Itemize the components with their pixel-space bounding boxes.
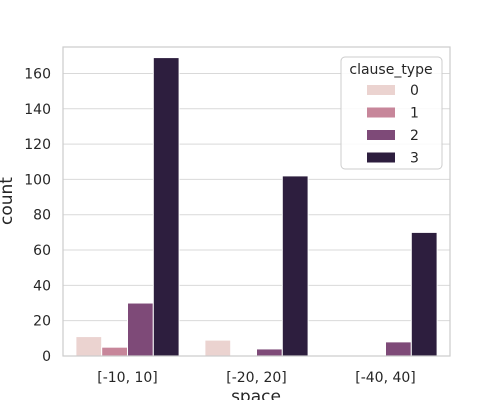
bar-series-3-category-1 (281, 175, 309, 357)
bar-series-2-category-2 (385, 341, 412, 357)
legend-title: clause_type (349, 62, 432, 78)
legend-swatch-2 (367, 130, 395, 140)
y-tick-label: 100 (24, 172, 51, 188)
bar-series-0-category-0 (75, 336, 103, 357)
x-tick-labels: [-10, 10] [-20, 20] [-40, 40] (97, 370, 416, 386)
y-tick-label: 0 (42, 349, 51, 365)
y-tick-label: 160 (24, 66, 51, 82)
bar-series-1-category-0 (101, 346, 128, 357)
legend: clause_type 0 1 2 3 (340, 56, 443, 170)
legend-swatch-3 (367, 152, 395, 163)
legend-label-1: 1 (410, 106, 419, 122)
legend-label-2: 2 (410, 128, 419, 144)
y-tick-label: 80 (33, 208, 51, 224)
legend-label-0: 0 (410, 83, 419, 99)
legend-swatch-0 (367, 85, 395, 95)
bar-series-2-category-0 (127, 302, 154, 357)
y-tick-label: 20 (33, 314, 51, 330)
bar-series-3-category-0 (152, 57, 180, 357)
x-tick-label: [-20, 20] (226, 370, 287, 386)
legend-swatch-1 (367, 107, 395, 118)
bar-series-2-category-1 (256, 348, 283, 357)
bar-series-3-category-2 (410, 231, 438, 357)
y-tick-labels: 0 20 40 60 80 100 120 140 160 (24, 66, 51, 365)
y-axis-title: count (0, 177, 17, 225)
plot-frame (62, 46, 451, 357)
y-tick-label: 140 (24, 102, 51, 118)
y-tick-label: 60 (33, 243, 51, 259)
y-tick-label: 40 (33, 278, 51, 294)
bars (75, 57, 438, 357)
legend-label-3: 3 (410, 151, 419, 167)
x-tick-label: [-10, 10] (97, 370, 158, 386)
x-axis-title: space (231, 387, 281, 400)
x-tick-label: [-40, 40] (355, 370, 416, 386)
legend-items: 0 1 2 3 (367, 83, 419, 167)
y-tick-label: 120 (24, 137, 51, 153)
bar-series-0-category-1 (204, 339, 232, 357)
